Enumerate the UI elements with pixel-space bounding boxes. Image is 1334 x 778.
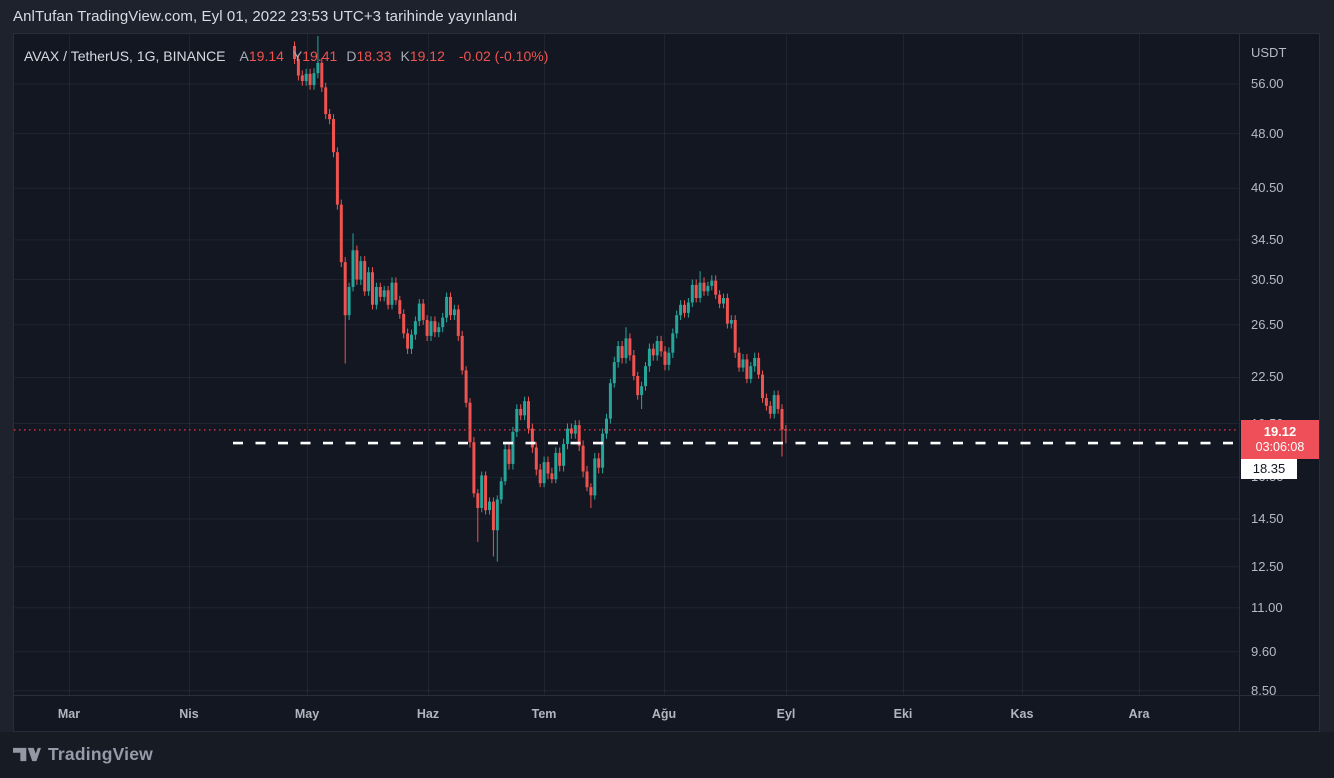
last-price-badge: 19.12 03:06:08 (1241, 419, 1319, 459)
ohlc-pair: K19.12 (400, 48, 445, 64)
price-tick-label: 34.50 (1251, 231, 1284, 247)
level-price-badge: 18.35 (1241, 458, 1297, 479)
price-axis-unit: USDT (1251, 45, 1287, 60)
last-price-value: 19.12 (1263, 423, 1297, 439)
price-tick-label: 22.50 (1251, 369, 1284, 385)
tradingview-logo-text: TradingView (48, 744, 153, 764)
time-tick-label: Eki (893, 707, 913, 721)
chart-canvas[interactable] (14, 34, 1239, 695)
price-tick-label: 30.50 (1251, 271, 1284, 287)
price-tick-label: 14.50 (1251, 510, 1284, 526)
candlestick-series (293, 36, 788, 562)
time-tick-label: Kas (1010, 707, 1034, 721)
time-tick-label: Ara (1128, 707, 1150, 721)
chart-widget: AVAX / TetherUS, 1G, BINANCE A19.14 Y19.4… (13, 33, 1320, 732)
footer-bar: TradingView (0, 732, 1334, 778)
grid (14, 34, 1239, 695)
time-tick-label: Ağu (651, 707, 677, 721)
time-tick-label: Tem (531, 707, 557, 721)
price-tick-label: 26.50 (1251, 316, 1284, 332)
tradingview-logo[interactable]: TradingView (13, 744, 153, 765)
price-axis[interactable]: USDT 19.12 03:06:08 18.35 56.00 48.00 40.5… (1239, 34, 1320, 698)
price-tick-label: 8.50 (1251, 682, 1277, 698)
axis-corner (1239, 695, 1320, 732)
price-tick-label: 12.50 (1251, 558, 1284, 574)
legend: AVAX / TetherUS, 1G, BINANCE A19.14 Y19.4… (24, 48, 548, 64)
change-value: -0.02 (-0.10%) (458, 48, 549, 64)
ohlc-pair: D18.33 (346, 48, 392, 64)
price-tick-label: 48.00 (1251, 125, 1284, 141)
header-bar: AnlTufan TradingView.com, Eyl 01, 2022 2… (0, 0, 1334, 33)
time-tick-label: Eyl (776, 707, 796, 721)
symbol-title[interactable]: AVAX / TetherUS, 1G, BINANCE (24, 48, 226, 64)
ohlc-pair: A19.14 (239, 48, 284, 64)
ohlc-pair: Y19.41 (292, 48, 338, 64)
price-chart-pane[interactable]: AVAX / TetherUS, 1G, BINANCE A19.14 Y19.4… (14, 34, 1239, 695)
time-axis[interactable]: Mar Nis May Haz Tem Ağu Eyl Eki Kas Ara (14, 695, 1239, 732)
time-tick-label: Haz (416, 707, 440, 721)
publication-caption: AnlTufan TradingView.com, Eyl 01, 2022 2… (13, 8, 518, 25)
time-tick-label: Nis (179, 707, 199, 721)
time-tick-label: Mar (57, 707, 81, 721)
price-tick-label: 56.00 (1251, 75, 1284, 91)
price-tick-label: 11.00 (1251, 599, 1283, 615)
bar-countdown: 03:06:08 (1255, 439, 1305, 454)
price-tick-label: 40.50 (1251, 180, 1284, 196)
time-tick-label: May (294, 707, 320, 721)
tradingview-logo-icon (13, 747, 41, 762)
ohlc-values: A19.14 Y19.41 D18.33 K19.12 (240, 48, 445, 64)
price-tick-label: 9.60 (1251, 643, 1277, 659)
